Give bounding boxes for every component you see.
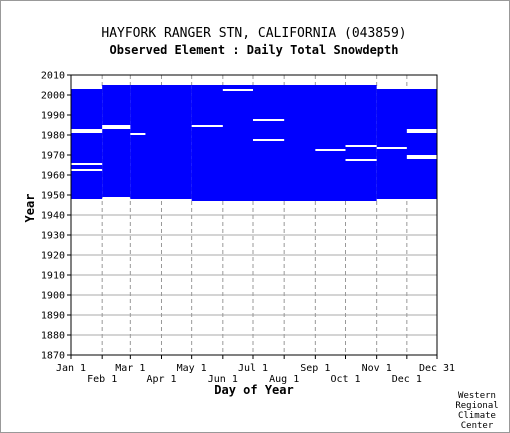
- data-gap: [406, 129, 437, 133]
- credit: Western: [458, 391, 496, 401]
- data-gap: [345, 159, 377, 161]
- data-gap: [102, 125, 131, 129]
- y-tick-label: 1930: [41, 231, 65, 242]
- data-gap: [252, 139, 285, 141]
- x-tick-label: Feb 1: [87, 374, 117, 385]
- x-tick-label: Jun 1: [208, 374, 238, 385]
- data-gap: [191, 125, 223, 127]
- y-tick-label: 1920: [41, 251, 65, 262]
- x-tick-label: Sep 1: [300, 363, 330, 374]
- y-tick-label: 1950: [41, 191, 65, 202]
- plot-border: [70, 74, 438, 356]
- x-tick-label: Apr 1: [146, 374, 176, 385]
- y-tick-label: 1910: [41, 271, 65, 282]
- x-tick-label: Aug 1: [269, 374, 299, 385]
- data-gap: [345, 145, 377, 147]
- y-tick-label: 1870: [41, 351, 65, 362]
- y-axis-label: Year: [23, 194, 37, 223]
- x-tick-label: May 1: [177, 363, 207, 374]
- data-block: [252, 85, 377, 201]
- data-gap: [252, 119, 285, 121]
- y-tick-label: 1970: [41, 151, 65, 162]
- chart-subtitle: Observed Element : Daily Total Snowdepth: [110, 43, 399, 57]
- data-gap: [71, 129, 103, 133]
- data-block: [191, 85, 253, 201]
- y-tick-label: 1960: [41, 171, 65, 182]
- x-tick-label: Dec 31: [419, 363, 455, 374]
- y-tick-label: 1900: [41, 291, 65, 302]
- x-tick-label: Oct 1: [330, 374, 360, 385]
- y-tick-label: 1940: [41, 211, 65, 222]
- data-block: [71, 89, 103, 199]
- y-tick-label: 1980: [41, 131, 65, 142]
- data-block: [376, 89, 437, 199]
- y-tick-label: 1880: [41, 331, 65, 342]
- data-gap: [71, 163, 103, 165]
- x-tick-label: Jan 1: [56, 363, 86, 374]
- x-tick-label: Dec 1: [392, 374, 422, 385]
- chart-title: HAYFORK RANGER STN, CALIFORNIA (043859): [101, 26, 406, 41]
- data-gap: [406, 155, 437, 159]
- data-gap: [222, 89, 253, 91]
- data-gap: [376, 147, 407, 149]
- credit: Center: [461, 421, 494, 431]
- x-axis-label: Day of Year: [214, 383, 293, 397]
- data-gap: [315, 149, 346, 151]
- y-tick-label: 2000: [41, 91, 65, 102]
- data-block: [102, 85, 131, 197]
- data-block: [130, 85, 192, 199]
- y-tick-label: 1990: [41, 111, 65, 122]
- y-tick-label: 1890: [41, 311, 65, 322]
- x-tick-label: Jul 1: [238, 363, 268, 374]
- data-gap: [130, 133, 146, 135]
- credit: Regional: [455, 401, 498, 411]
- data-gap: [71, 169, 103, 171]
- x-tick-label: Nov 1: [362, 363, 392, 374]
- y-tick-label: 2010: [41, 71, 65, 82]
- x-tick-label: Mar 1: [115, 363, 145, 374]
- credit: Climate: [458, 411, 496, 421]
